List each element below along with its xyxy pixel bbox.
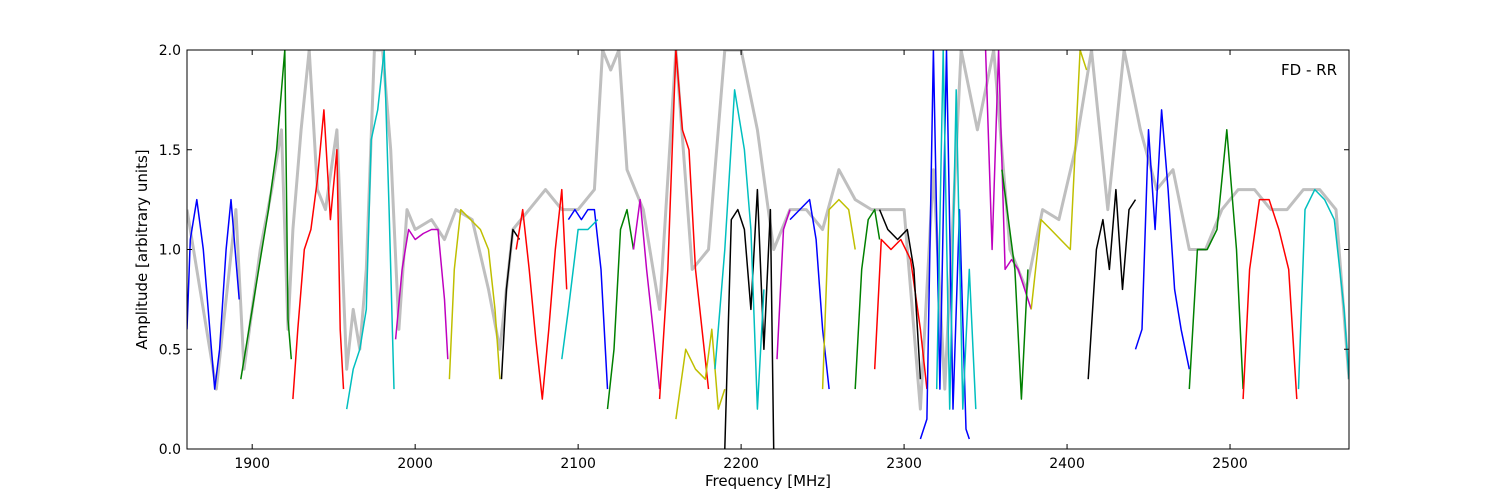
series-layer — [187, 50, 1349, 449]
series-line-11 — [606, 208, 635, 410]
x-tick-label: 2000 — [397, 456, 433, 472]
series-line-8 — [515, 188, 568, 400]
y-axis-label: Amplitude [arbitrary units] — [133, 149, 151, 349]
series-line-14 — [675, 328, 726, 420]
x-tick-label: 2400 — [1049, 456, 1085, 472]
y-tick-label: 1.0 — [159, 243, 181, 259]
x-tick-label: 2300 — [886, 456, 922, 472]
series-line-12 — [632, 198, 661, 390]
series-line-3 — [292, 109, 345, 400]
series-line-6 — [448, 208, 501, 380]
series-line-4 — [345, 50, 395, 410]
series-line-28 — [1087, 188, 1137, 380]
series-line-20 — [854, 208, 881, 390]
series-line-29 — [1134, 109, 1191, 370]
y-tick-label: 0.0 — [159, 442, 181, 458]
series-line-7 — [500, 228, 521, 380]
series-line-32 — [1297, 188, 1349, 390]
series-line-13 — [658, 50, 710, 400]
series-line-31 — [1242, 198, 1298, 400]
y-tick-label: 2.0 — [159, 43, 181, 59]
series-line-background — [187, 50, 1349, 411]
series-line-1 — [187, 198, 240, 390]
x-tick-label: 1900 — [234, 456, 270, 472]
ticks-layer: 1900 2000 2100 2200 2300 2400 2500 0.0 0.5 1.0 1.5… — [159, 43, 1350, 472]
chart-annotation: FD - RR — [1281, 61, 1337, 79]
series-line-16 — [714, 89, 765, 410]
series-line-10 — [561, 219, 599, 360]
series-line-26 — [1001, 169, 1029, 400]
x-tick-label: 2500 — [1212, 456, 1248, 472]
series-line-9 — [567, 208, 609, 390]
y-tick-label: 1.5 — [159, 143, 181, 159]
series-line-23 — [919, 50, 971, 440]
y-tick-label: 0.5 — [159, 342, 181, 358]
series-line-2 — [240, 50, 293, 380]
series-line-25 — [984, 50, 1032, 310]
series-line-24 — [935, 50, 977, 410]
series-line-5 — [394, 228, 449, 360]
x-axis-label: Frequency [MHz] — [705, 472, 831, 490]
series-line-17 — [776, 209, 791, 360]
x-tick-label: 2200 — [723, 456, 759, 472]
series-line-19 — [821, 198, 856, 390]
series-line-21 — [873, 238, 928, 390]
x-tick-label: 2100 — [560, 456, 596, 472]
series-line-15 — [724, 188, 775, 449]
series-line-27 — [1030, 50, 1088, 310]
series-line-30 — [1188, 129, 1244, 390]
series-line-22 — [878, 209, 922, 380]
